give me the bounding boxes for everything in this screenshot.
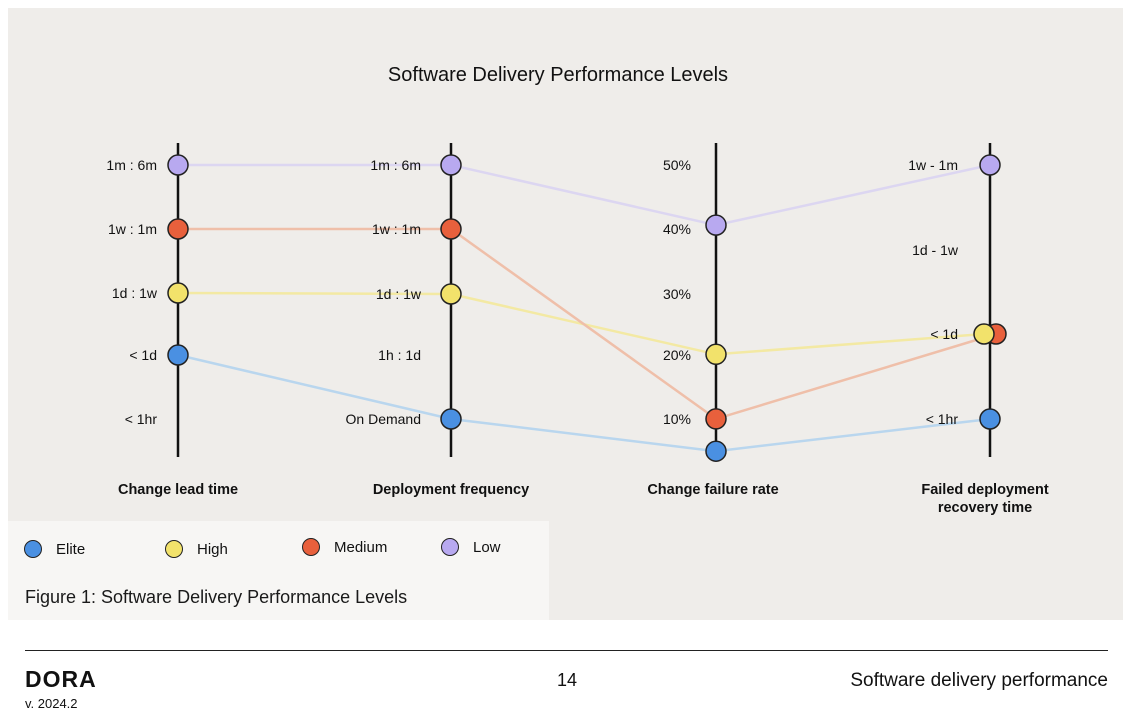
point-medium-change-failure-rate — [705, 408, 727, 430]
version-label: v. 2024.2 — [25, 696, 78, 711]
point-high-change-lead-time — [167, 282, 189, 304]
legend-elite-swatch — [24, 540, 42, 558]
legend-high-swatch — [165, 540, 183, 558]
tick-label-failed-deployment-recovery-time-1: 1d - 1w — [912, 242, 959, 258]
axis-name-deployment-frequency: Deployment frequency — [373, 482, 529, 498]
axis-name-failed-deployment-recovery-time: Failed deployment recovery time — [921, 482, 1048, 516]
tick-label-change-failure-rate-4: 10% — [663, 411, 691, 427]
tick-label-change-lead-time-3: < 1d — [129, 347, 157, 363]
legend-low-swatch — [441, 538, 459, 556]
tick-label-change-failure-rate-2: 30% — [663, 286, 691, 302]
point-high-change-failure-rate — [705, 343, 727, 366]
tick-label-failed-deployment-recovery-time-0: 1w - 1m — [908, 157, 958, 173]
series-line-low — [178, 163, 991, 227]
point-low-deployment-frequency — [440, 154, 462, 176]
point-low-change-lead-time — [167, 154, 189, 176]
point-low-failed-deployment-recovery-time — [979, 154, 1001, 176]
tick-label-change-lead-time-1: 1w : 1m — [108, 221, 157, 237]
tick-label-change-failure-rate-3: 20% — [663, 347, 691, 363]
point-high-failed-deployment-recovery-time — [973, 323, 995, 345]
legend-medium-swatch — [302, 538, 320, 556]
tick-label-deployment-frequency-1: 1w : 1m — [372, 221, 421, 237]
legend-item-elite: Elite — [24, 540, 85, 558]
point-elite-deployment-frequency — [440, 408, 462, 430]
series-line-medium — [178, 227, 997, 421]
point-elite-change-failure-rate — [705, 440, 727, 462]
point-low-change-failure-rate — [705, 214, 727, 236]
tick-label-change-lead-time-0: 1m : 6m — [106, 157, 157, 173]
legend-item-low: Low — [441, 538, 501, 556]
legend-caption-box — [8, 521, 549, 620]
legend-medium-label: Medium — [334, 538, 388, 556]
legend-high-label: High — [197, 540, 228, 558]
point-medium-change-lead-time — [167, 218, 189, 240]
point-high-deployment-frequency — [440, 283, 462, 305]
legend-item-medium: Medium — [302, 538, 387, 556]
footer-divider — [25, 650, 1108, 651]
point-elite-failed-deployment-recovery-time — [979, 408, 1001, 430]
point-medium-deployment-frequency — [440, 218, 462, 240]
tick-label-change-lead-time-4: < 1hr — [125, 411, 158, 427]
tick-label-failed-deployment-recovery-time-3: < 1hr — [926, 411, 959, 427]
legend-elite-label: Elite — [56, 540, 86, 558]
legend-low-label: Low — [473, 538, 501, 556]
tick-label-deployment-frequency-0: 1m : 6m — [370, 157, 421, 173]
tick-label-deployment-frequency-4: On Demand — [346, 411, 421, 427]
tick-label-deployment-frequency-2: 1d : 1w — [376, 286, 422, 302]
point-elite-change-lead-time — [167, 344, 189, 366]
tick-label-change-lead-time-2: 1d : 1w — [112, 285, 158, 301]
axis-name-change-lead-time: Change lead time — [118, 482, 238, 498]
figure-caption: Figure 1: Software Delivery Performance … — [25, 587, 408, 607]
series-line-elite — [177, 353, 991, 453]
legend-item-high: High — [165, 540, 228, 558]
axis-name-change-failure-rate: Change failure rate — [647, 482, 778, 498]
tick-label-change-failure-rate-1: 40% — [663, 221, 691, 237]
tick-label-failed-deployment-recovery-time-2: < 1d — [930, 326, 958, 342]
chart-title: Software Delivery Performance Levels — [388, 64, 728, 86]
chart-panel — [8, 8, 1123, 620]
tick-label-deployment-frequency-3: 1h : 1d — [378, 347, 421, 363]
tick-label-change-failure-rate-0: 50% — [663, 157, 691, 173]
brand-logo: DORA — [25, 666, 97, 692]
section-title: Software delivery performance — [850, 670, 1108, 691]
page-number: 14 — [557, 670, 578, 690]
